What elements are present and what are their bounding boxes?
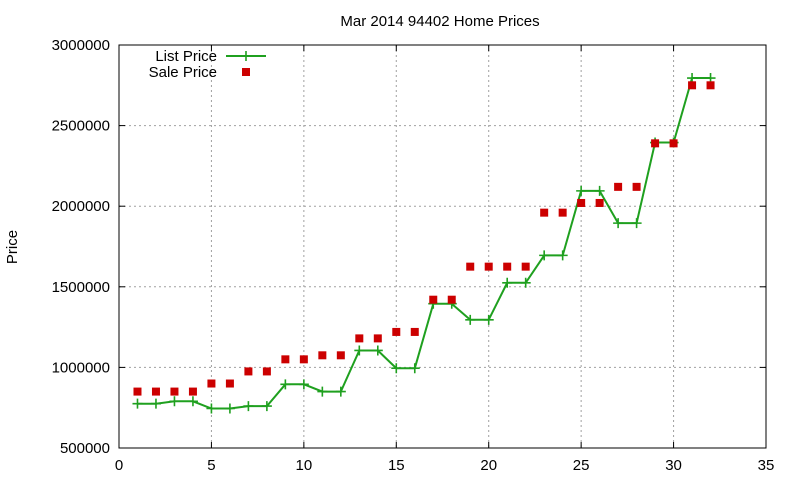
sale-price-point xyxy=(466,262,475,271)
list-price-point xyxy=(520,277,531,288)
x-tick-label: 20 xyxy=(480,457,497,474)
y-axis-label: Price xyxy=(4,230,21,264)
x-tick-label: 5 xyxy=(207,457,215,474)
sale-price-point xyxy=(595,198,604,207)
y-tick-label: 1000000 xyxy=(52,359,110,376)
list-price-point xyxy=(354,345,365,356)
list-price-point xyxy=(613,218,624,229)
legend-label-list-price: List Price xyxy=(155,48,217,65)
sale-price-point xyxy=(151,387,160,396)
sale-price-point xyxy=(410,327,419,336)
sale-price-point xyxy=(521,262,530,271)
list-price-point xyxy=(150,398,161,409)
y-tick-labels: 500000 1000000 1500000 2000000 2500000 300000… xyxy=(52,37,110,457)
list-price-point xyxy=(409,363,420,374)
sale-price-point xyxy=(614,182,623,191)
sale-price-point xyxy=(244,367,253,376)
y-tick-label: 1500000 xyxy=(52,279,110,296)
x-tick-label: 10 xyxy=(296,457,313,474)
y-tick-label: 500000 xyxy=(60,440,110,457)
sale-price-point xyxy=(558,208,567,217)
list-price-point xyxy=(169,396,180,407)
sale-price-point xyxy=(188,387,197,396)
legend-swatch-sale-price xyxy=(242,68,250,76)
sale-price-series xyxy=(133,81,715,396)
x-tick-label: 25 xyxy=(573,457,590,474)
tick-layer xyxy=(118,44,767,449)
sale-price-point xyxy=(281,355,290,364)
x-tick-label: 30 xyxy=(665,457,682,474)
list-price-line xyxy=(137,77,711,410)
list-price-point xyxy=(335,386,346,397)
x-tick-label: 35 xyxy=(758,457,775,474)
sale-price-point xyxy=(336,351,345,360)
sale-price-point xyxy=(299,355,308,364)
y-tick-label: 2500000 xyxy=(52,118,110,135)
sale-price-point xyxy=(355,334,364,343)
legend-swatches xyxy=(226,51,266,76)
list-price-point xyxy=(298,379,309,390)
sale-price-point xyxy=(632,182,641,191)
list-price-point xyxy=(317,386,328,397)
list-price-point xyxy=(502,277,513,288)
list-price-point xyxy=(539,250,550,261)
sale-price-point xyxy=(669,139,678,148)
list-price-point xyxy=(372,345,383,356)
sale-price-point xyxy=(429,295,438,304)
list-price-point xyxy=(576,185,587,196)
list-price-point xyxy=(391,363,402,374)
list-price-point xyxy=(465,314,476,325)
list-price-point xyxy=(187,396,198,407)
sale-price-point xyxy=(170,387,179,396)
sale-price-point xyxy=(225,379,234,388)
x-tick-labels: 0 5 10 15 20 25 30 35 xyxy=(115,457,775,474)
list-price-point xyxy=(132,398,143,409)
list-price-point xyxy=(631,218,642,229)
x-tick-label: 0 xyxy=(115,457,123,474)
legend: List Price Sale Price xyxy=(149,48,266,81)
list-price-point xyxy=(483,314,494,325)
sale-price-point xyxy=(651,139,660,148)
grid-layer xyxy=(119,45,766,448)
sale-price-point xyxy=(503,262,512,271)
y-tick-label: 3000000 xyxy=(52,37,110,54)
sale-price-point xyxy=(373,334,382,343)
sale-price-point xyxy=(688,81,697,90)
x-tick-label: 15 xyxy=(388,457,405,474)
list-price-point xyxy=(206,403,217,414)
y-tick-label: 2000000 xyxy=(52,198,110,215)
sale-price-point xyxy=(207,379,216,388)
sale-price-point xyxy=(133,387,142,396)
list-price-point xyxy=(594,185,605,196)
sale-price-point xyxy=(392,327,401,336)
list-price-point xyxy=(280,379,291,390)
list-price-point xyxy=(224,403,235,414)
sale-price-point xyxy=(577,198,586,207)
sale-price-point xyxy=(447,295,456,304)
legend-marker-list-price xyxy=(241,51,251,61)
list-price-point xyxy=(243,401,254,412)
sale-price-point xyxy=(706,81,715,90)
sale-price-point xyxy=(484,262,493,271)
list-price-point xyxy=(261,401,272,412)
list-price-series xyxy=(132,73,716,414)
legend-label-sale-price: Sale Price xyxy=(149,64,217,81)
plot-border xyxy=(118,44,767,449)
sale-price-point xyxy=(540,208,549,217)
sale-price-point xyxy=(262,367,271,376)
list-price-point xyxy=(557,250,568,261)
chart-title: Mar 2014 94402 Home Prices xyxy=(340,13,539,30)
sale-price-point xyxy=(318,351,327,360)
